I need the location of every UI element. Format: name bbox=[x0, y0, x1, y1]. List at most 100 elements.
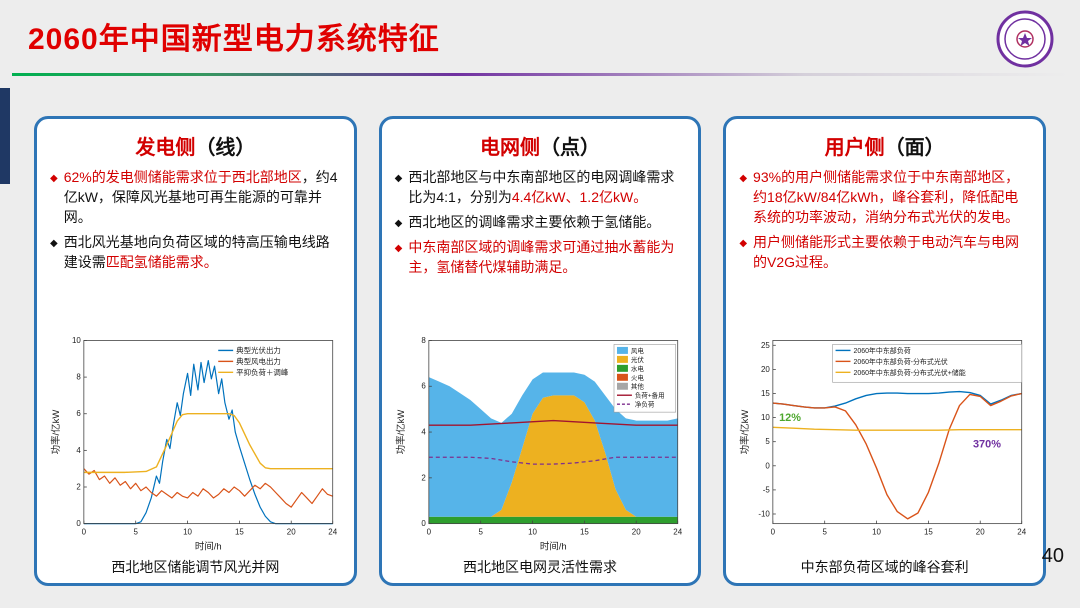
svg-text:370%: 370% bbox=[973, 438, 1001, 450]
svg-text:20: 20 bbox=[761, 365, 770, 374]
svg-text:水电: 水电 bbox=[631, 364, 644, 373]
bullet-item: ◆ 62%的发电侧储能需求位于西北部地区，约4亿kW，保障风光基地可再生能源的可靠… bbox=[50, 168, 341, 228]
bullet-diamond-icon: ◆ bbox=[394, 242, 403, 254]
bullet-item: ◆ 西北地区的调峰需求主要依赖于氢储能。 bbox=[395, 213, 686, 233]
svg-text:20: 20 bbox=[976, 528, 985, 537]
bullet-text: 西北地区的调峰需求主要依赖于氢储能。 bbox=[408, 213, 661, 230]
svg-text:火电: 火电 bbox=[631, 373, 644, 382]
bullet-diamond-icon: ◆ bbox=[50, 237, 58, 249]
bullet-text: 93%的用户侧储能需求位于中东南部地区，约18亿kW/84亿kWh，峰谷套利，降… bbox=[753, 169, 1020, 225]
svg-text:风电: 风电 bbox=[631, 346, 644, 355]
svg-text:12%: 12% bbox=[779, 412, 801, 424]
svg-text:功率/亿kW: 功率/亿kW bbox=[395, 410, 407, 455]
slide-header: 2060年中国新型电力系统特征 bbox=[28, 14, 980, 58]
left-accent-bar bbox=[0, 88, 10, 184]
svg-text:平抑负荷＋调峰: 平抑负荷＋调峰 bbox=[236, 367, 289, 377]
bullet-list: ◆ 62%的发电侧储能需求位于西北部地区，约4亿kW，保障风光基地可再生能源的可靠… bbox=[50, 168, 341, 277]
card-title: 用户侧（面） bbox=[739, 131, 1030, 160]
bullet-list: ◆ 93%的用户侧储能需求位于中东南部地区，约18亿kW/84亿kWh，峰谷套利，… bbox=[739, 168, 1030, 277]
svg-text:10: 10 bbox=[872, 528, 881, 537]
university-seal-logo bbox=[996, 10, 1054, 68]
svg-text:10: 10 bbox=[528, 528, 537, 537]
title-divider-line bbox=[12, 73, 1068, 76]
page-number: 40 bbox=[1041, 545, 1064, 567]
svg-text:功率/亿kW: 功率/亿kW bbox=[50, 410, 62, 455]
bullet-text: 西北风光基地向负荷区域的特高压输电线路建设需匹配氢储能需求。 bbox=[63, 233, 330, 270]
svg-text:功率/亿kW: 功率/亿kW bbox=[739, 410, 751, 455]
bullet-diamond-icon: ◆ bbox=[394, 173, 403, 184]
svg-text:典型风电出力: 典型风电出力 bbox=[236, 356, 281, 366]
grid-flexibility-chart: 0 5 10 15 20 24 0 2 4 6 8 时间/h 功率/亿kW 风电 光伏 水电 火电 其他 负荷+备用… bbox=[395, 331, 686, 555]
card-generation-side: 发电侧（线） ◆ 62%的发电侧储能需求位于西北部地区，约4亿kW，保障风光基地可… bbox=[34, 116, 357, 586]
bullet-text: 62%的发电侧储能需求位于西北部地区，约4亿kW，保障风光基地可再生能源的可靠并… bbox=[63, 169, 338, 225]
svg-text:5: 5 bbox=[823, 528, 828, 537]
svg-text:0: 0 bbox=[76, 519, 81, 528]
card-title: 电网侧（点） bbox=[395, 131, 686, 160]
svg-text:5: 5 bbox=[133, 528, 138, 537]
chart-caption: 中东部负荷区域的峰谷套利 bbox=[800, 559, 969, 575]
bullet-diamond-icon: ◆ bbox=[739, 237, 748, 249]
svg-text:其他: 其他 bbox=[631, 382, 644, 391]
card-title-main: 电网侧 bbox=[480, 137, 540, 159]
svg-text:典型光伏出力: 典型光伏出力 bbox=[236, 345, 281, 355]
slide-title: 2060年中国新型电力系统特征 bbox=[28, 23, 440, 56]
bullet-text: 西北部地区与中东南部地区的电网调峰需求比为4:1，分别为4.4亿kW、1.2亿k… bbox=[408, 169, 675, 205]
svg-text:4: 4 bbox=[421, 428, 426, 437]
svg-text:20: 20 bbox=[631, 528, 640, 537]
svg-text:24: 24 bbox=[328, 528, 337, 537]
svg-text:0: 0 bbox=[426, 528, 431, 537]
bullet-diamond-icon: ◆ bbox=[50, 173, 58, 184]
bullet-item: ◆ 西北部地区与中东南部地区的电网调峰需求比为4:1，分别为4.4亿kW、1.2亿… bbox=[395, 168, 686, 208]
svg-text:6: 6 bbox=[421, 382, 426, 391]
svg-text:15: 15 bbox=[235, 528, 244, 537]
cards-row: 发电侧（线） ◆ 62%的发电侧储能需求位于西北部地区，约4亿kW，保障风光基地可… bbox=[34, 116, 1047, 586]
svg-text:24: 24 bbox=[673, 528, 682, 537]
bullet-item: ◆ 93%的用户侧储能需求位于中东南部地区，约18亿kW/84亿kWh，峰谷套利，… bbox=[739, 168, 1030, 228]
svg-text:光伏: 光伏 bbox=[631, 355, 644, 364]
svg-text:8: 8 bbox=[76, 373, 81, 382]
svg-text:8: 8 bbox=[421, 336, 426, 345]
user-arbitrage-chart: 0 5 10 15 20 24 -10 -5 0 5 10 15 20 25 功率/亿kW 2060年中东部负… bbox=[739, 331, 1030, 555]
card-title-paren: （面） bbox=[884, 137, 945, 159]
svg-text:0: 0 bbox=[82, 528, 87, 537]
svg-text:时间/h: 时间/h bbox=[195, 541, 222, 553]
svg-text:20: 20 bbox=[287, 528, 296, 537]
chart-caption: 西北地区电网灵活性需求 bbox=[463, 559, 617, 575]
bullet-list: ◆ 西北部地区与中东南部地区的电网调峰需求比为4:1，分别为4.4亿kW、1.2亿… bbox=[395, 168, 686, 282]
svg-text:净负荷: 净负荷 bbox=[635, 400, 655, 409]
chart-caption: 西北地区储能调节风光并网 bbox=[111, 559, 280, 575]
svg-text:25: 25 bbox=[761, 341, 770, 350]
bullet-diamond-icon: ◆ bbox=[739, 173, 748, 184]
card-user-side: 用户侧（面） ◆ 93%的用户侧储能需求位于中东南部地区，约18亿kW/84亿kW… bbox=[723, 116, 1047, 586]
svg-text:2060年中东部负荷-分布式光伏+储能: 2060年中东部负荷-分布式光伏+储能 bbox=[854, 368, 966, 377]
bullet-item: ◆ 用户侧储能形式主要依赖于电动汽车与电网的V2G过程。 bbox=[739, 233, 1030, 273]
svg-text:负荷+备用: 负荷+备用 bbox=[635, 391, 665, 400]
bullet-text: 中东南部区域的调峰需求可通过抽水蓄能为主，氢储替代煤辅助满足。 bbox=[408, 238, 675, 275]
svg-text:4: 4 bbox=[76, 446, 81, 455]
svg-text:5: 5 bbox=[478, 528, 483, 537]
card-title: 发电侧（线） bbox=[50, 131, 341, 160]
bullet-item: ◆ 中东南部区域的调峰需求可通过抽水蓄能为主，氢储替代煤辅助满足。 bbox=[395, 238, 686, 278]
svg-text:2060年中东部负荷-分布式光伏: 2060年中东部负荷-分布式光伏 bbox=[854, 357, 948, 366]
svg-text:15: 15 bbox=[924, 528, 933, 537]
svg-text:0: 0 bbox=[771, 528, 776, 537]
svg-text:24: 24 bbox=[1018, 528, 1027, 537]
bullet-item: ◆ 西北风光基地向负荷区域的特高压输电线路建设需匹配氢储能需求。 bbox=[50, 233, 341, 273]
svg-text:2: 2 bbox=[76, 482, 81, 491]
svg-text:0: 0 bbox=[766, 461, 771, 470]
svg-text:2060年中东部负荷: 2060年中东部负荷 bbox=[854, 346, 911, 355]
generation-chart: 0 5 10 15 20 24 0 2 4 6 8 10 时间/h 功率/亿kW 典型光伏出力 典型风电出力平… bbox=[50, 331, 341, 555]
svg-text:-5: -5 bbox=[763, 485, 771, 494]
svg-text:15: 15 bbox=[580, 528, 589, 537]
bullet-diamond-icon: ◆ bbox=[394, 217, 403, 229]
card-grid-side: 电网侧（点） ◆ 西北部地区与中东南部地区的电网调峰需求比为4:1，分别为4.4亿… bbox=[378, 116, 702, 586]
card-title-main: 用户侧 bbox=[824, 137, 885, 159]
card-title-main: 发电侧 bbox=[135, 137, 196, 159]
card-title-paren: （线） bbox=[195, 137, 256, 159]
card-title-paren: （点） bbox=[540, 137, 600, 159]
svg-text:15: 15 bbox=[761, 389, 770, 398]
svg-text:10: 10 bbox=[761, 413, 770, 422]
svg-text:2: 2 bbox=[421, 473, 426, 482]
svg-text:时间/h: 时间/h bbox=[540, 541, 567, 553]
